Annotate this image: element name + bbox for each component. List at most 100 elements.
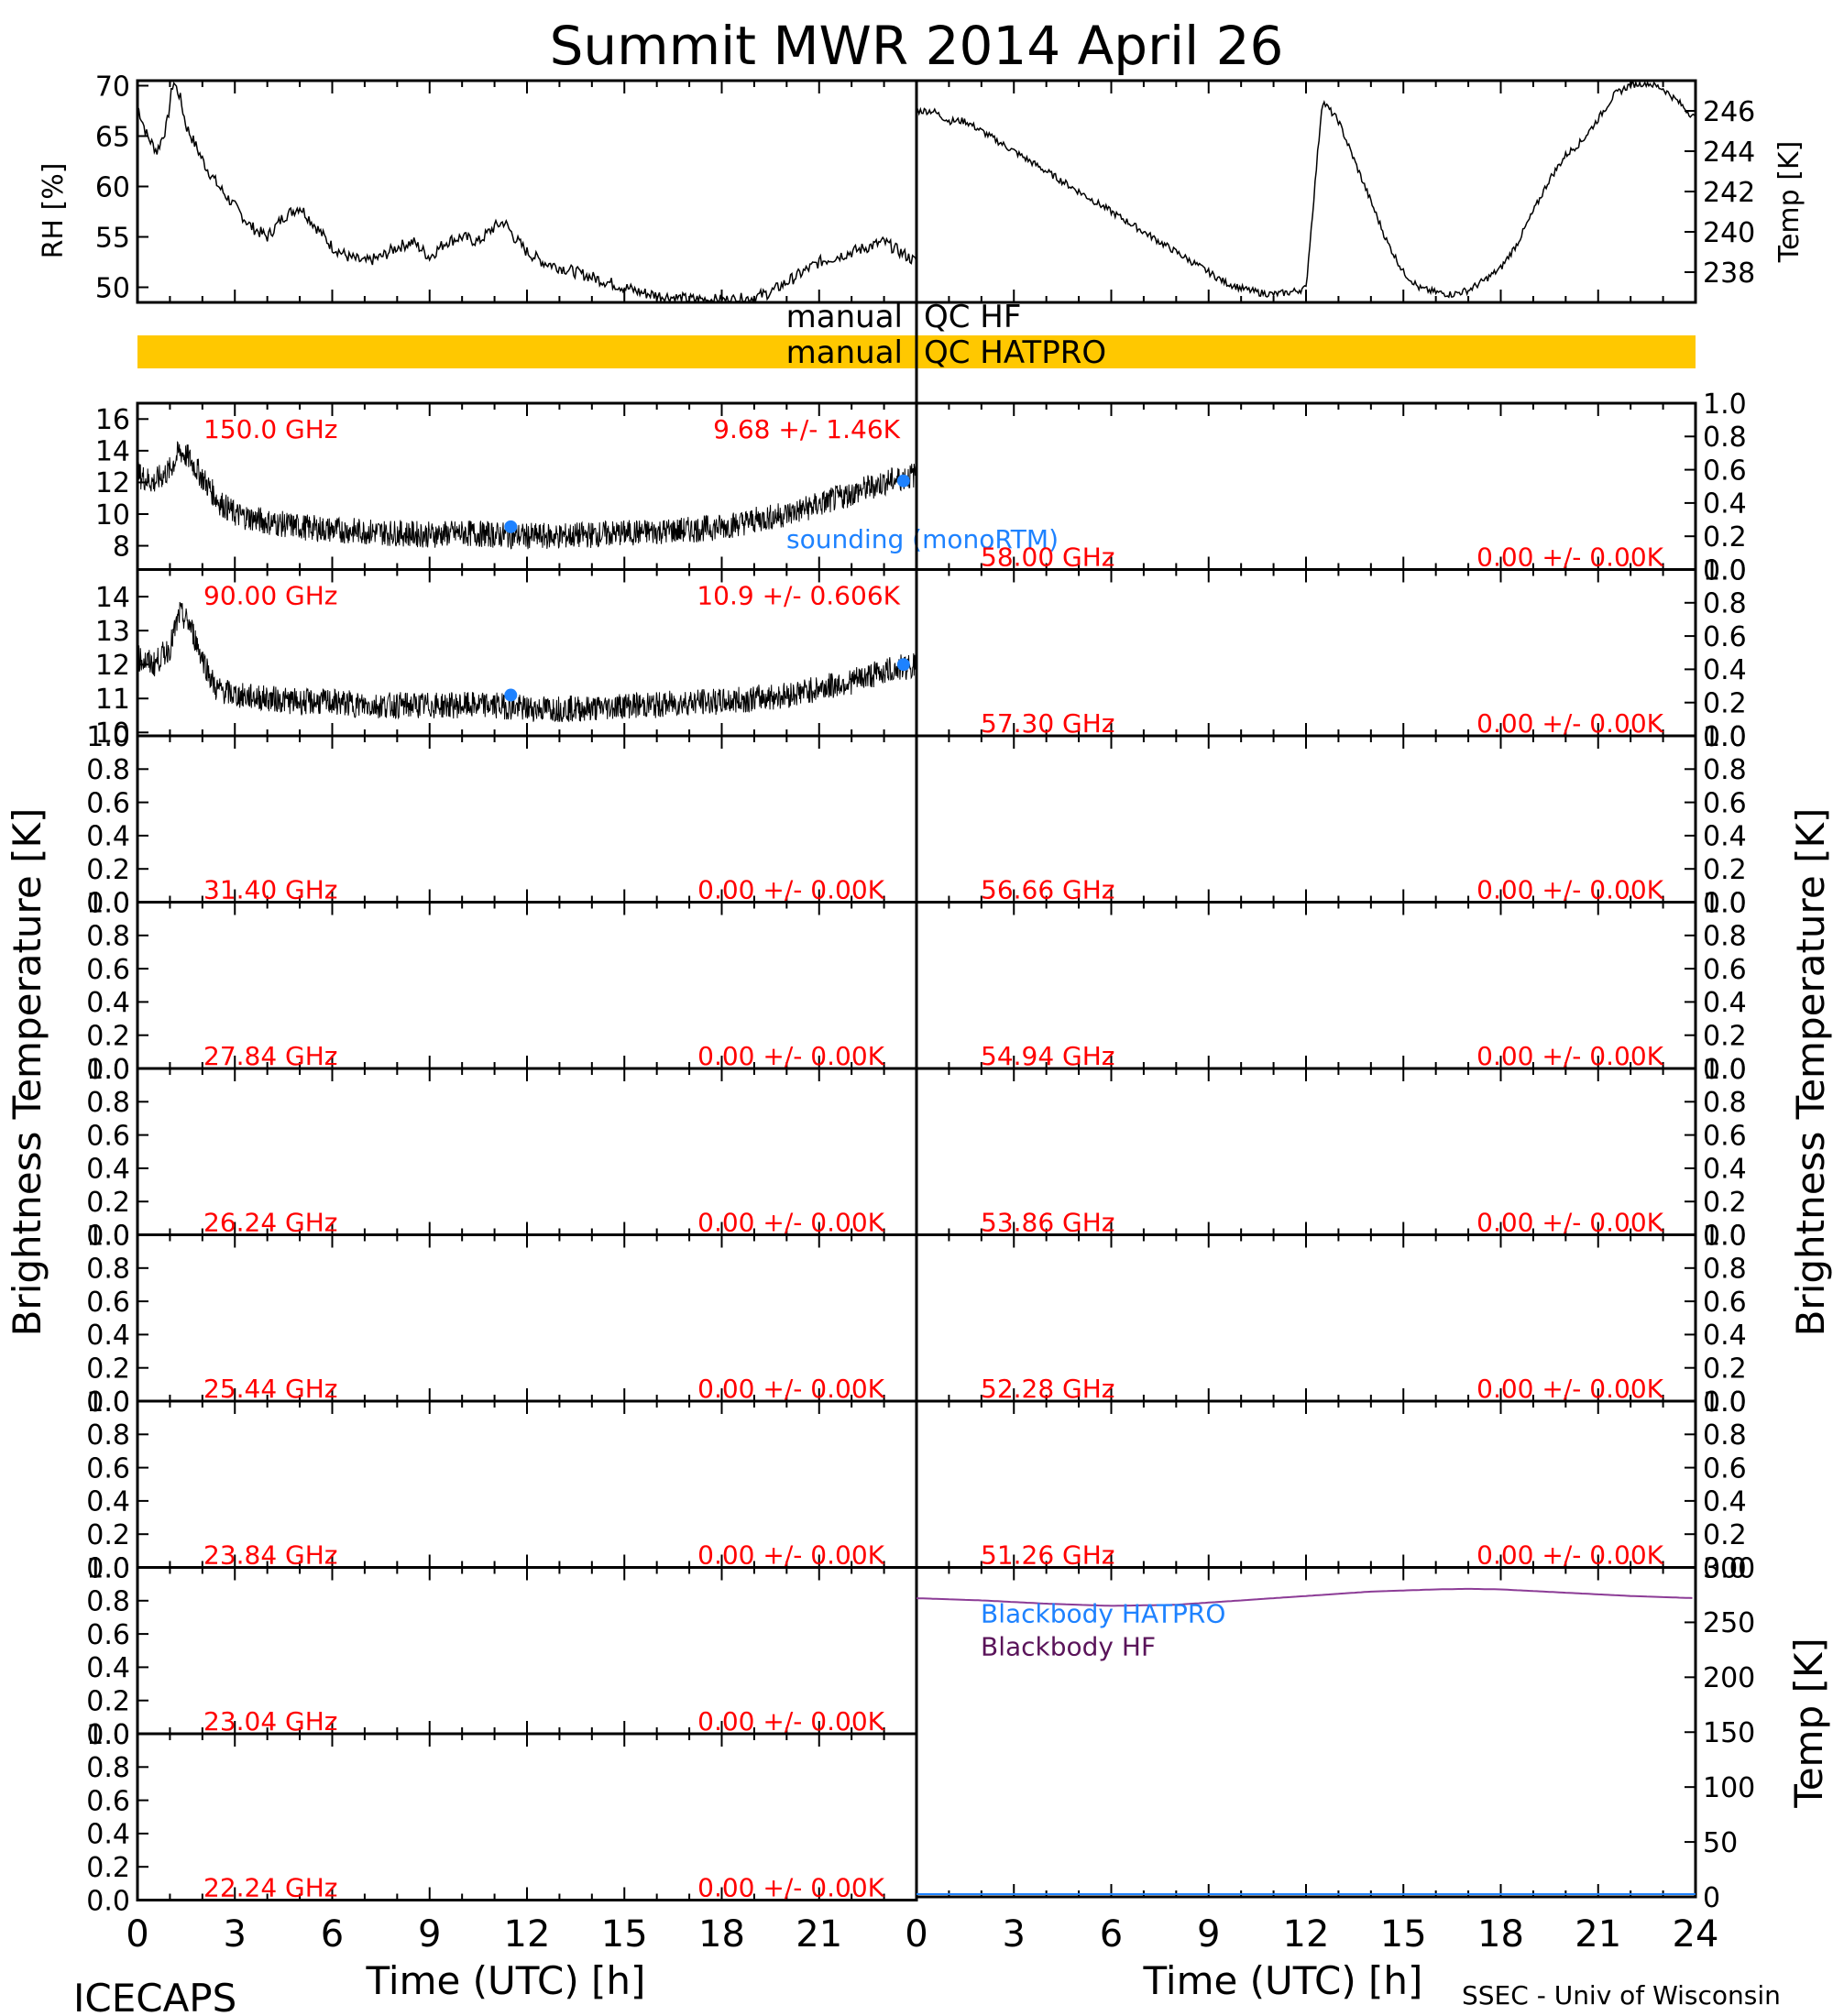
left-channel-8-ytick-label: 0.2 [86, 1686, 130, 1718]
left-channel-3-freq-label: 31.40 GHz [203, 875, 338, 905]
left-channel-6-ytick-label: 0.8 [86, 1254, 130, 1286]
blackbody-ytick-label: 250 [1703, 1607, 1755, 1639]
blackbody-ytick-label: 50 [1703, 1827, 1738, 1859]
left-channel-5-ytick-label: 0.8 [86, 1087, 130, 1119]
sounding-legend: sounding (monoRTM) [786, 524, 1059, 554]
xlabel-left: Time (UTC) [h] [366, 1958, 646, 2003]
right-channel-3-ytick-label: 0.0 [1703, 887, 1747, 919]
left-channel-2-stat-label: 10.9 +/- 0.606K [697, 581, 900, 611]
blackbody-ytick-label: 100 [1703, 1772, 1755, 1804]
rh-ytick-label: 70 [95, 71, 130, 103]
left-channel-4-ytick-label: 0.8 [86, 921, 130, 953]
left-channel-2-sounding-point [504, 688, 518, 702]
left-channel-9-ytick-label: 0.0 [86, 1885, 130, 1917]
left-channel-5-ytick-label: 0.4 [86, 1154, 130, 1186]
xtick-label-left: 12 [504, 1913, 551, 1956]
xtick-label-right: 3 [1003, 1913, 1026, 1956]
rh-series-line [137, 82, 917, 304]
right-channel-6-ytick-label: 0.8 [1703, 1254, 1747, 1286]
left-channel-5-ytick-label: 0.0 [86, 1220, 130, 1252]
right-channel-6-ytick-label: 1.0 [1703, 1220, 1747, 1252]
blackbody-panel: 0 50 100 150 200 250 300 Blackbody HATPROBlackb… [915, 1552, 1755, 1914]
left-channel-1-sounding-point [896, 474, 910, 488]
xtick-label-right: 12 [1283, 1913, 1330, 1956]
xtick-label-left: 0 [126, 1913, 148, 1956]
xtick-label-right: 6 [1100, 1913, 1123, 1956]
footer-icecaps: ICECAPS [73, 1976, 236, 2016]
xtick-label-left: 21 [796, 1913, 842, 1956]
left-channel-6-ytick-label: 0.6 [86, 1287, 130, 1319]
left-channel-9-stat-label: 0.00 +/- 0.00K [697, 1873, 884, 1903]
left-channel-9-ytick-label: 0.8 [86, 1752, 130, 1784]
left-channel-7-freq-label: 23.84 GHz [203, 1540, 338, 1571]
right-channel-7-ytick-label: 0.2 [1703, 1519, 1747, 1551]
right-channel-1-freq-label: 58.00 GHz [981, 542, 1115, 573]
right-channel-3-stat-label: 0.00 +/- 0.00K [1476, 875, 1663, 905]
xlabel-right: Time (UTC) [h] [1143, 1958, 1423, 2003]
right-channel-4-ytick-label: 0.6 [1703, 954, 1747, 986]
right-channel-2-ytick-label: 1.0 [1703, 554, 1747, 586]
xtick-label-left: 6 [321, 1913, 344, 1956]
xtick-label-right: 0 [905, 1913, 927, 1956]
left-channel-4-ytick-label: 1.0 [86, 887, 130, 919]
right-channel-5-ytick-label: 0.0 [1703, 1220, 1747, 1252]
blackbody-hatpro-legend: Blackbody HATPRO [981, 1599, 1225, 1629]
temp-ytick-label: 240 [1703, 217, 1755, 249]
left-channel-3-stat-label: 0.00 +/- 0.00K [697, 875, 884, 905]
left-channel-8-ytick-label: 0.8 [86, 1586, 130, 1618]
rh-ytick-label: 50 [95, 272, 130, 304]
left-channel-2-sounding-point [896, 658, 910, 672]
temp-ytick-label: 246 [1703, 96, 1755, 128]
x-axes: 0 3 6 9 12 15 18 21 0 3 6 9 12 15 18 21 24 [126, 1913, 1718, 1956]
xtick-label-left: 15 [601, 1913, 648, 1956]
left-channel-6-freq-label: 25.44 GHz [203, 1374, 338, 1404]
left-channel-1-ytick-label: 8 [113, 531, 130, 563]
xtick-label-right: 9 [1197, 1913, 1220, 1956]
left-channel-6-ytick-label: 0.2 [86, 1353, 130, 1386]
right-channel-6-ytick-label: 0.0 [1703, 1386, 1747, 1419]
right-channel-5-ytick-label: 1.0 [1703, 1054, 1747, 1086]
right-channel-4-ytick-label: 0.8 [1703, 921, 1747, 953]
left-channel-1-series-line [137, 441, 916, 550]
xtick-label-left: 18 [698, 1913, 745, 1956]
blackbody-hf-legend: Blackbody HF [981, 1632, 1156, 1662]
rh-ytick-label: 65 [95, 121, 130, 153]
left-channel-7-ytick-label: 0.8 [86, 1419, 130, 1452]
right-channel-1-ytick-label: 0.2 [1703, 521, 1747, 553]
right-channel-4-stat-label: 0.00 +/- 0.00K [1476, 1041, 1663, 1071]
right-channel-7-ytick-label: 0.8 [1703, 1419, 1747, 1452]
left-channel-2-ytick-label: 10 [95, 718, 130, 750]
left-channel-2-series-line [137, 601, 916, 722]
right-channel-1-ytick-label: 0.8 [1703, 422, 1747, 454]
right-channel-6-ytick-label: 0.4 [1703, 1320, 1747, 1352]
right-channel-1-ytick-label: 0.4 [1703, 488, 1747, 520]
left-channel-4-ytick-label: 0.4 [86, 987, 130, 1019]
qc-hatpro-label: QC HATPRO [924, 334, 1106, 371]
left-channel-5-ytick-label: 0.6 [86, 1120, 130, 1152]
left-channel-2-freq-label: 90.00 GHz [203, 581, 338, 611]
xtick-label-right: 21 [1575, 1913, 1621, 1956]
right-channel-7-ytick-label: 0.6 [1703, 1452, 1747, 1485]
right-channel-5-stat-label: 0.00 +/- 0.00K [1476, 1208, 1663, 1238]
top-panels: 50 55 60 65 70 238 240 242 244 246 [95, 71, 1755, 304]
chart-title: Summit MWR 2014 April 26 [550, 15, 1284, 77]
right-channel-5-freq-label: 53.86 GHz [981, 1208, 1115, 1238]
right-channel-7-stat-label: 0.00 +/- 0.00K [1476, 1540, 1663, 1571]
right-channel-3-ytick-label: 0.8 [1703, 754, 1747, 786]
left-channel-4-stat-label: 0.00 +/- 0.00K [697, 1041, 884, 1071]
left-channel-7-ytick-label: 0.0 [86, 1552, 130, 1584]
temp-ytick-label: 244 [1703, 137, 1755, 169]
ylabel-bt-left: Brightness Temperature [K] [5, 808, 49, 1337]
right-channel-1-ytick-label: 1.0 [1703, 389, 1747, 421]
rh-panel-frame [136, 79, 918, 304]
left-channel-5-stat-label: 0.00 +/- 0.00K [697, 1208, 884, 1238]
left-channel-7-stat-label: 0.00 +/- 0.00K [697, 1540, 884, 1571]
right-channel-5-ytick-label: 0.6 [1703, 1120, 1747, 1152]
left-channel-1-sounding-point [504, 520, 518, 533]
left-channel-7-ytick-label: 1.0 [86, 1386, 130, 1419]
xtick-label-left: 9 [418, 1913, 441, 1956]
qc-hf-label: QC HF [924, 299, 1021, 335]
left-channel-1-ytick-label: 10 [95, 499, 130, 531]
